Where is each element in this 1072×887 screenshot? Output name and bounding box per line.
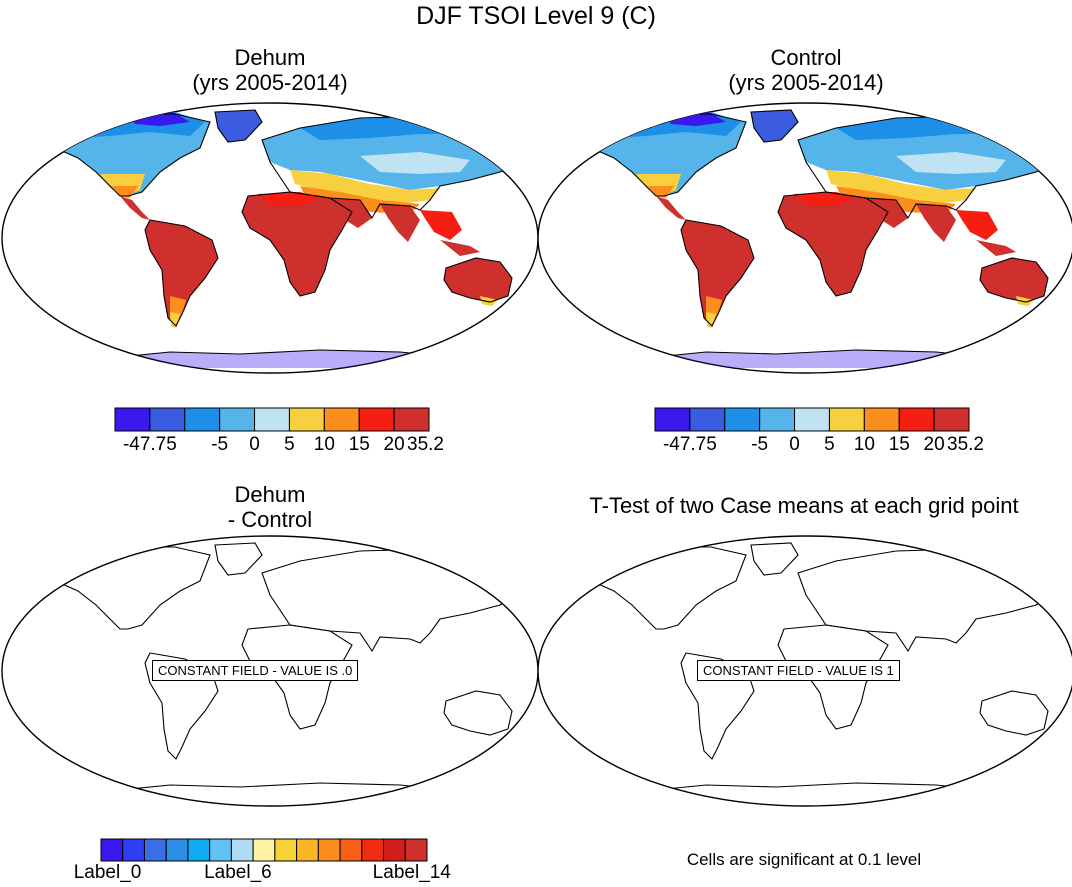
colorbar-swatch [404, 838, 428, 862]
panel-title-line1: Dehum [234, 45, 306, 70]
colorbar-control [654, 407, 970, 432]
colorbar-swatch [323, 407, 360, 432]
colorbar-labels-difference: Label_0 Label_6 Label_14 [0, 862, 540, 886]
colorbar-swatch [288, 407, 325, 432]
panel-title-line1: Dehum [234, 482, 306, 507]
colorbar-swatch [184, 407, 221, 432]
colorbar-swatch [296, 838, 319, 862]
colorbar-swatch [219, 407, 256, 432]
colorbar-swatch [654, 407, 691, 432]
panel-title-dehum: Dehum (yrs 2005-2014) [140, 45, 400, 95]
colorbar-labels-dehum: -47.75 -5 0 5 10 15 20 35.2 [0, 434, 540, 458]
colorbar-swatch [187, 838, 211, 862]
colorbar-label: 5 [284, 434, 295, 455]
colorbar-swatch [317, 838, 341, 862]
colorbar-swatch [794, 407, 830, 432]
colorbar-swatch [339, 838, 363, 862]
colorbar-swatch [114, 407, 151, 432]
colorbar-label: 20 [923, 434, 945, 455]
colorbar-label: 15 [888, 434, 910, 455]
colorbar-labels-control: -47.75 -5 0 5 10 15 20 35.2 [540, 434, 1072, 458]
colorbar-label: -47.75 [662, 434, 717, 455]
colorbar-label: -5 [211, 434, 229, 455]
colorbar-swatch [689, 407, 726, 432]
map-dehum [1, 102, 539, 374]
colorbar-swatch [933, 407, 970, 432]
panel-title-line2: (yrs 2005-2014) [728, 70, 884, 95]
significance-footnote: Cells are significant at 0.1 level [686, 850, 922, 869]
colorbar-swatch [828, 407, 865, 432]
colorbar-swatch [361, 838, 385, 862]
colorbar-label: Label_6 [204, 862, 272, 883]
colorbar-swatch [898, 407, 935, 432]
colorbar-swatch [383, 838, 406, 862]
colorbar-swatch [724, 407, 761, 432]
colorbar-swatch [122, 838, 145, 862]
colorbar-swatch [100, 838, 124, 862]
colorbar-label: Label_0 [73, 862, 142, 883]
panel-title-control: Control (yrs 2005-2014) [676, 45, 936, 95]
colorbar-label: 15 [348, 434, 370, 455]
constant-field-message: CONSTANT FIELD - VALUE IS .0 [152, 660, 359, 681]
colorbar-swatch [143, 838, 167, 862]
colorbar-label: 35.2 [947, 434, 984, 455]
colorbar-swatch [759, 407, 796, 432]
panel-title-line2: - Control [227, 507, 313, 532]
colorbar-label: 10 [853, 434, 875, 455]
panel-title-line2: (yrs 2005-2014) [192, 70, 348, 95]
colorbar-swatch [252, 838, 276, 862]
colorbar-swatch [165, 838, 189, 862]
colorbar-swatch [863, 407, 900, 432]
colorbar-swatch [393, 407, 430, 432]
colorbar-label: 0 [789, 434, 800, 455]
colorbar-swatch [358, 407, 395, 432]
colorbar-label: 10 [313, 434, 335, 455]
colorbar-label: 20 [383, 434, 405, 455]
colorbar-dehum [114, 407, 430, 432]
colorbar-swatch [209, 838, 232, 862]
panel-title-ttest: T-Test of two Case means at each grid po… [589, 493, 1019, 518]
colorbar-swatch [230, 838, 254, 862]
colorbar-label: -5 [751, 434, 769, 455]
colorbar-swatch [254, 407, 290, 432]
map-control [537, 102, 1072, 374]
panel-title-difference: Dehum - Control [140, 482, 400, 532]
colorbar-swatch [149, 407, 186, 432]
constant-field-message: CONSTANT FIELD - VALUE IS 1 [697, 660, 900, 681]
colorbar-label: 0 [249, 434, 260, 455]
colorbar-label: -47.75 [122, 434, 177, 455]
panel-title-line1: Control [770, 45, 842, 70]
figure-title: DJF TSOI Level 9 (C) [416, 2, 656, 30]
colorbar-label: Label_14 [372, 862, 451, 883]
colorbar-swatch [274, 838, 298, 862]
colorbar-difference [100, 838, 428, 862]
colorbar-label: 35.2 [407, 434, 444, 455]
colorbar-label: 5 [824, 434, 835, 455]
